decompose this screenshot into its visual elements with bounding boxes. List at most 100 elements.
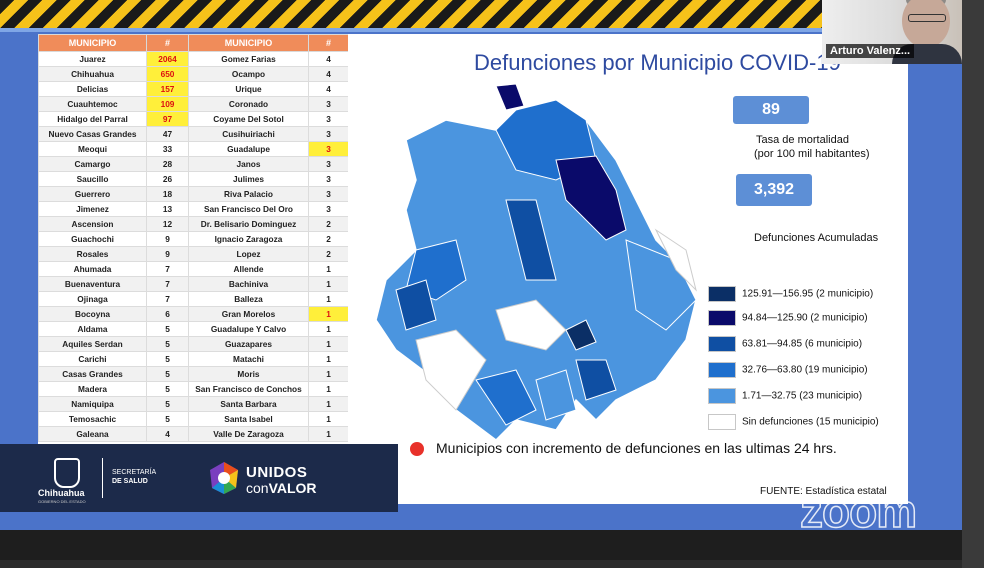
map-region-parral [575, 359, 617, 401]
municipio-cell: Casas Grandes [38, 366, 147, 382]
count-cell: 1 [308, 351, 349, 367]
legend-item: 32.76—63.80 (19 municipio) [708, 362, 868, 378]
count-cell: 2 [308, 231, 349, 247]
legend-swatch [708, 414, 736, 430]
unidos-text: UNIDOS [246, 464, 308, 481]
municipio-cell: Juarez [38, 51, 147, 67]
unidos-con-valor-mark-icon [210, 462, 238, 494]
count-cell: 4 [308, 66, 349, 82]
municipio-cell: Madera [38, 381, 147, 397]
legend-swatch [708, 286, 736, 302]
municipio-cell: Bocoyna [38, 306, 147, 322]
secretaria-logo: SECRETARÍA DE SALUD [112, 468, 156, 486]
chihuahua-logo: Chihuahua GOBIERNO DEL ESTADO [38, 458, 104, 506]
municipio-cell: Namiquipa [38, 396, 147, 412]
table-row: Aldama 5 Guadalupe Y Calvo 1 [38, 321, 349, 337]
legend-label: 1.71—32.75 (23 municipio) [742, 390, 863, 402]
table-row: Cuauhtemoc 109 Coronado 3 [38, 96, 349, 112]
municipio-cell: Allende [188, 261, 309, 277]
con-text: con [246, 480, 269, 496]
table-row: Ojinaga 7 Balleza 1 [38, 291, 349, 307]
municipio-cell: San Francisco Del Oro [188, 201, 309, 217]
municipio-cell: Ahumada [38, 261, 147, 277]
municipio-cell: Meoqui [38, 141, 147, 157]
count-cell: 4 [146, 426, 189, 442]
count-cell: 7 [146, 276, 189, 292]
municipio-cell: Valle De Zaragoza [188, 426, 309, 442]
table-row: Saucillo 26 Julimes 3 [38, 171, 349, 187]
map-region-west-2 [395, 279, 437, 331]
table-row: Guachochi 9 Ignacio Zaragoza 2 [38, 231, 349, 247]
municipio-cell: Rosales [38, 246, 147, 262]
count-cell: 3 [308, 126, 349, 142]
municipio-cell: Saucillo [38, 171, 147, 187]
map-panel: Defunciones por Municipio COVID-19 89 [348, 34, 908, 504]
state-crest-icon [54, 458, 80, 488]
count-cell: 1 [308, 291, 349, 307]
header-municipio-2: MUNICIPIO [188, 34, 309, 52]
source-note: FUENTE: Estadística estatal [760, 486, 887, 497]
con-valor-text: conVALOR [246, 480, 317, 496]
municipio-cell: Ignacio Zaragoza [188, 231, 309, 247]
participant-video-tile[interactable]: Arturo Valenz... [822, 0, 962, 64]
count-cell: 650 [146, 66, 189, 82]
municipio-cell: Balleza [188, 291, 309, 307]
chihuahua-choropleth-map [375, 83, 697, 440]
municipality-table: MUNICIPIO # MUNICIPIO # Juarez 2064 Gomez … [38, 34, 349, 446]
count-cell: 9 [146, 246, 189, 262]
map-region-chihuahua [505, 199, 557, 281]
count-cell: 26 [146, 171, 189, 187]
header-count-2: # [308, 34, 349, 52]
mortality-rate-value: 89 [733, 96, 809, 124]
red-dot-icon [410, 442, 424, 456]
legend-label: 125.91—156.95 (2 municipio) [742, 288, 874, 300]
table-row: Ahumada 7 Allende 1 [38, 261, 349, 277]
table-row: Namiquipa 5 Santa Barbara 1 [38, 396, 349, 412]
municipio-cell: Santa Isabel [188, 411, 309, 427]
municipio-cell: Gomez Farias [188, 51, 309, 67]
increment-note: Municipios con incremento de defunciones… [410, 440, 856, 457]
table-row: Galeana 4 Valle De Zaragoza 1 [38, 426, 349, 442]
municipio-cell: Guerrero [38, 186, 147, 202]
municipio-cell: Guazapares [188, 336, 309, 352]
legend-item: 1.71—32.75 (23 municipio) [708, 388, 863, 404]
count-cell: 7 [146, 291, 189, 307]
legend-swatch [708, 388, 736, 404]
map-region-south-2 [535, 369, 577, 421]
count-cell: 4 [308, 51, 349, 67]
legend-label: 94.84—125.90 (2 municipio) [742, 312, 868, 324]
footer-divider [102, 458, 103, 498]
header-municipio-1: MUNICIPIO [38, 34, 147, 52]
table-row: Guerrero 18 Riva Palacio 3 [38, 186, 349, 202]
table-row: Delicias 157 Urique 4 [38, 81, 349, 97]
count-cell: 3 [308, 171, 349, 187]
count-cell: 1 [308, 321, 349, 337]
municipio-cell: Bachiniva [188, 276, 309, 292]
municipio-cell: Cusihuiriachi [188, 126, 309, 142]
count-cell: 2064 [146, 51, 189, 67]
count-cell: 6 [146, 306, 189, 322]
legend-item: Sin defunciones (15 municipio) [708, 414, 879, 430]
count-cell: 5 [146, 396, 189, 412]
municipio-cell: Ocampo [188, 66, 309, 82]
count-cell: 1 [308, 411, 349, 427]
glasses-icon [908, 14, 946, 22]
municipio-cell: Guadalupe Y Calvo [188, 321, 309, 337]
hazard-stripe-banner [0, 0, 962, 32]
table-row: Chihuahua 650 Ocampo 4 [38, 66, 349, 82]
count-cell: 7 [146, 261, 189, 277]
municipio-cell: Julimes [188, 171, 309, 187]
slide-title: Defunciones por Municipio COVID-19 [474, 50, 841, 75]
count-cell: 1 [308, 261, 349, 277]
municipio-cell: Santa Barbara [188, 396, 309, 412]
legend-swatch [708, 336, 736, 352]
table-row: Juarez 2064 Gomez Farias 4 [38, 51, 349, 67]
municipio-cell: Coronado [188, 96, 309, 112]
count-cell: 12 [146, 216, 189, 232]
municipio-cell: Nuevo Casas Grandes [38, 126, 147, 142]
municipio-cell: Riva Palacio [188, 186, 309, 202]
municipio-cell: Carichi [38, 351, 147, 367]
header-count-1: # [146, 34, 189, 52]
accumulated-deaths-value: 3,392 [736, 174, 812, 206]
legend-item: 63.81—94.85 (6 municipio) [708, 336, 862, 352]
